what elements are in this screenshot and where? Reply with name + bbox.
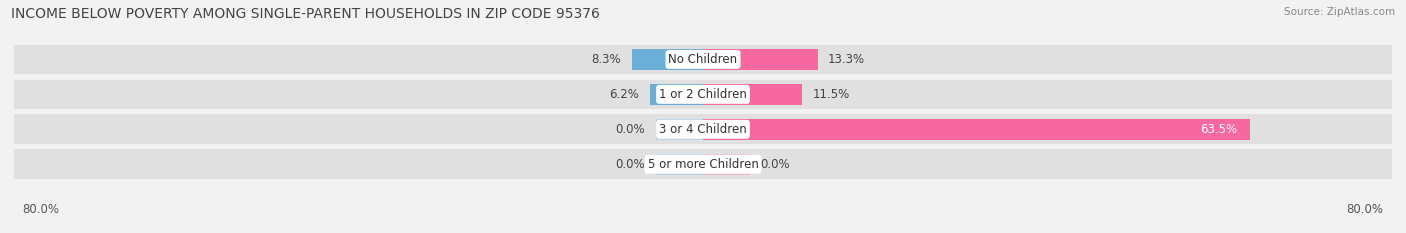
Bar (655, 119, 703, 140)
Bar (650, 84, 703, 105)
Bar (703, 119, 1250, 140)
Text: INCOME BELOW POVERTY AMONG SINGLE-PARENT HOUSEHOLDS IN ZIP CODE 95376: INCOME BELOW POVERTY AMONG SINGLE-PARENT… (11, 7, 600, 21)
Text: 3 or 4 Children: 3 or 4 Children (659, 123, 747, 136)
Text: 80.0%: 80.0% (22, 203, 59, 216)
Bar (14, 149, 1392, 179)
Text: 0.0%: 0.0% (761, 158, 790, 171)
Text: 6.2%: 6.2% (609, 88, 640, 101)
Text: 63.5%: 63.5% (1199, 123, 1237, 136)
Text: 8.3%: 8.3% (592, 53, 621, 66)
Text: 1 or 2 Children: 1 or 2 Children (659, 88, 747, 101)
Text: 13.3%: 13.3% (828, 53, 865, 66)
Bar (631, 49, 703, 70)
Text: 11.5%: 11.5% (813, 88, 849, 101)
Bar (655, 154, 703, 175)
Bar (14, 45, 1392, 74)
Text: 0.0%: 0.0% (616, 123, 645, 136)
Text: Source: ZipAtlas.com: Source: ZipAtlas.com (1284, 7, 1395, 17)
Bar (14, 79, 1392, 109)
Text: No Children: No Children (668, 53, 738, 66)
Text: 5 or more Children: 5 or more Children (648, 158, 758, 171)
Text: 80.0%: 80.0% (1347, 203, 1384, 216)
Bar (14, 114, 1392, 144)
Bar (703, 154, 751, 175)
Text: 0.0%: 0.0% (616, 158, 645, 171)
Bar (703, 49, 817, 70)
Bar (703, 84, 801, 105)
